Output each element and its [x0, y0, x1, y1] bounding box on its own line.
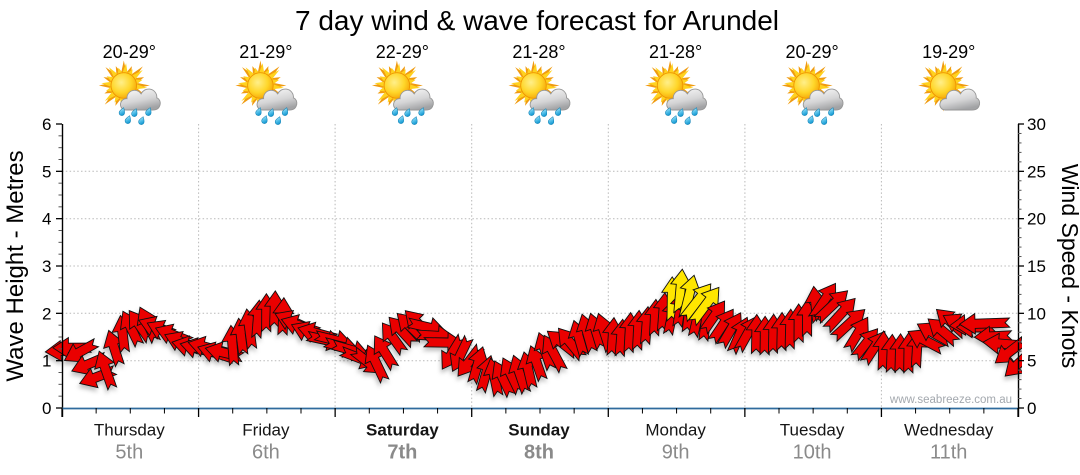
svg-text:3: 3	[42, 257, 51, 276]
svg-text:Sunday: Sunday	[508, 421, 570, 440]
svg-text:Monday: Monday	[645, 421, 706, 440]
svg-text:0: 0	[42, 399, 51, 418]
svg-text:20-29°: 20-29°	[103, 42, 156, 62]
svg-text:21-28°: 21-28°	[649, 42, 702, 62]
svg-text:www.seabreeze.com.au: www.seabreeze.com.au	[889, 394, 1012, 406]
svg-text:30: 30	[1027, 115, 1046, 134]
svg-text:Thursday: Thursday	[94, 421, 165, 440]
svg-text:Wind Speed - Knots: Wind Speed - Knots	[1057, 164, 1080, 369]
svg-text:5: 5	[1027, 352, 1036, 371]
svg-text:Tuesday: Tuesday	[780, 421, 845, 440]
svg-text:4: 4	[42, 210, 51, 229]
svg-text:20: 20	[1027, 210, 1046, 229]
svg-text:25: 25	[1027, 162, 1046, 181]
svg-text:21-28°: 21-28°	[512, 42, 565, 62]
svg-text:19-29°: 19-29°	[922, 42, 975, 62]
svg-text:Friday: Friday	[242, 421, 290, 440]
svg-text:8th: 8th	[524, 442, 554, 464]
svg-text:2: 2	[42, 304, 51, 323]
svg-text:20-29°: 20-29°	[785, 42, 838, 62]
svg-text:6: 6	[42, 115, 51, 134]
svg-text:11th: 11th	[930, 442, 967, 464]
svg-text:6th: 6th	[252, 442, 280, 464]
svg-text:22-29°: 22-29°	[376, 42, 429, 62]
svg-text:10: 10	[1027, 304, 1046, 323]
svg-text:10th: 10th	[793, 442, 832, 464]
svg-text:Saturday: Saturday	[366, 421, 439, 440]
svg-text:9th: 9th	[662, 442, 690, 464]
svg-text:0: 0	[1027, 399, 1036, 418]
svg-text:Wave Height - Metres: Wave Height - Metres	[2, 150, 29, 381]
svg-text:21-29°: 21-29°	[239, 42, 292, 62]
svg-text:7th: 7th	[387, 442, 417, 464]
svg-text:7 day wind & wave forecast for: 7 day wind & wave forecast for Arundel	[295, 5, 779, 36]
svg-text:5th: 5th	[115, 442, 143, 464]
svg-text:1: 1	[42, 352, 51, 371]
svg-text:Wednesday: Wednesday	[904, 421, 994, 440]
svg-text:15: 15	[1027, 257, 1046, 276]
svg-text:5: 5	[42, 162, 51, 181]
